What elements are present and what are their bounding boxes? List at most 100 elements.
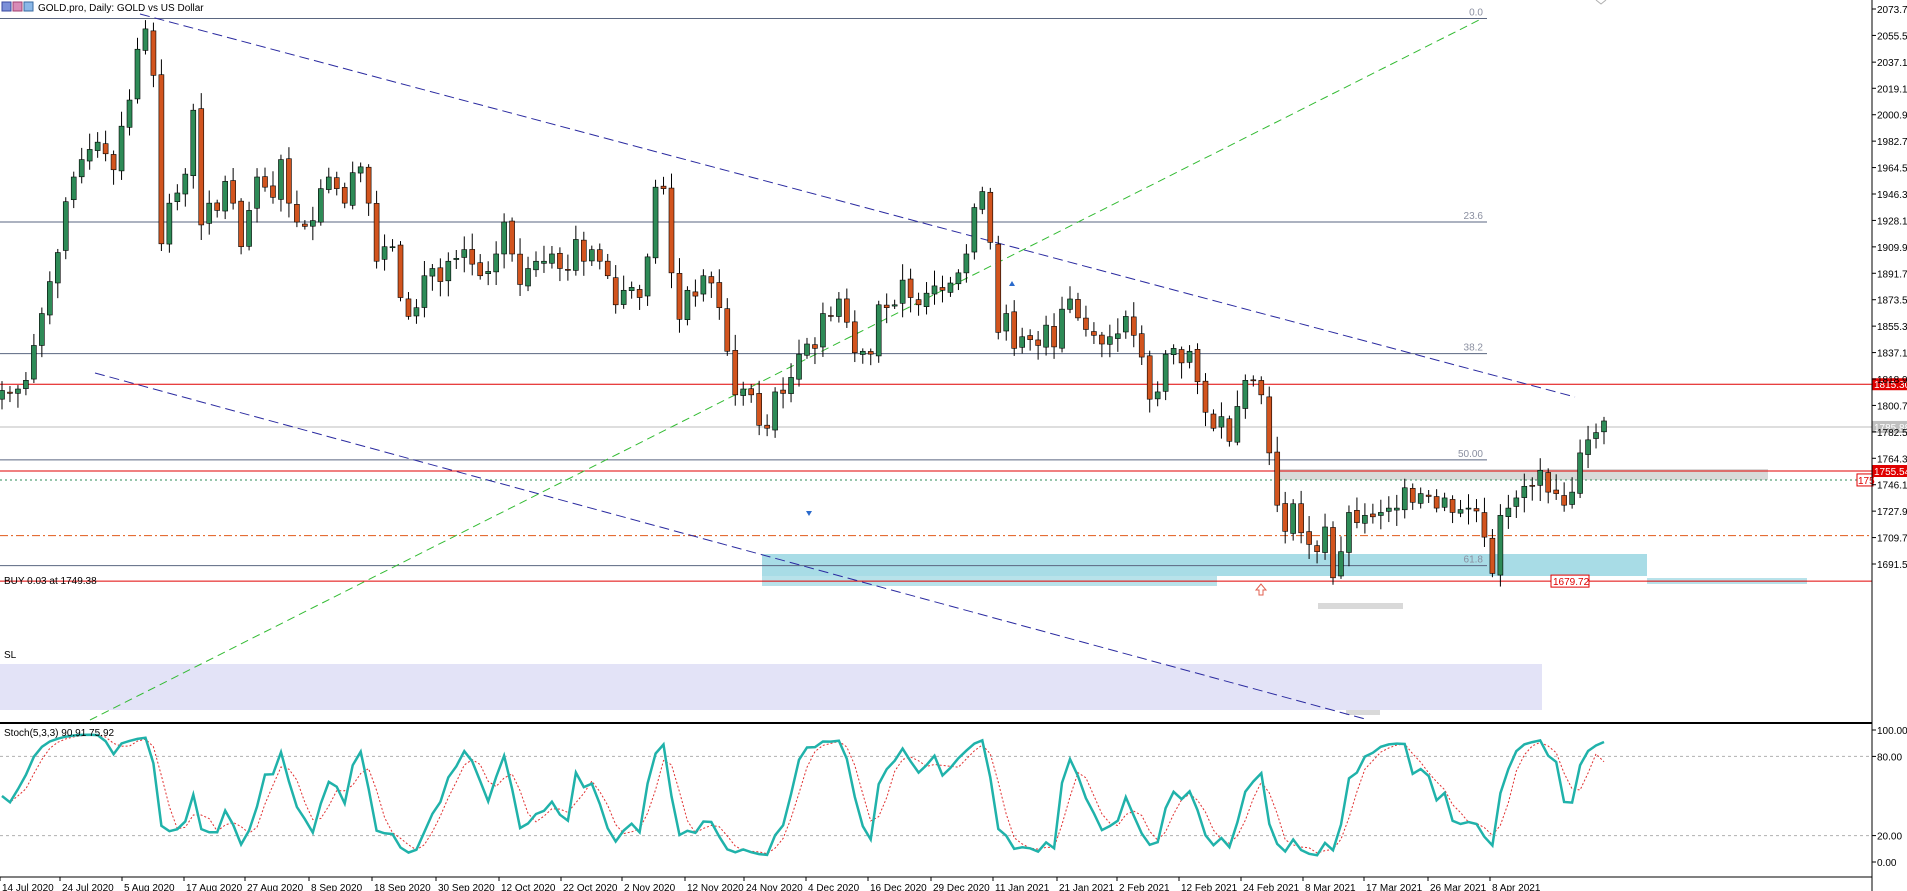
bear-candle [158, 74, 165, 245]
bear-candle [286, 158, 292, 204]
bear-candle [1409, 487, 1416, 503]
bear-candle [1449, 499, 1456, 513]
bull-candle [1386, 507, 1392, 512]
date-axis: 14 Jul 2020 24 Jul 2020 5 Aug 2020 17 Aug 2… [0, 877, 1541, 891]
grey-box-low [1318, 603, 1403, 609]
date-tick-label: 14 Jul 2020 [2, 883, 54, 891]
bull-candle [859, 350, 866, 355]
bear-candle [110, 154, 117, 171]
bear-candle [780, 389, 786, 394]
bear-candle [1561, 495, 1567, 506]
price-tick-label: 1837.10 [1877, 349, 1907, 360]
date-tick-label: 17 Aug 2020 [186, 883, 243, 891]
channel-upper-line [139, 13, 1576, 398]
bull-candle [700, 275, 707, 295]
fib-level-label: 0.0 [1469, 7, 1483, 18]
stoch-tick-labels: 100.00 80.00 20.00 0.00 [1872, 726, 1907, 869]
bull-candle [525, 268, 531, 287]
bull-candle [979, 191, 986, 210]
bull-candle [421, 275, 428, 308]
bear-candle [1210, 413, 1217, 429]
price-tick-label: 1764.30 [1877, 454, 1907, 465]
bear-candle [1250, 379, 1257, 382]
bull-candle [1059, 308, 1065, 349]
bear-candle [1202, 380, 1209, 413]
fib-level-label: 23.6 [1464, 211, 1484, 222]
price-tick-label: 1746.10 [1877, 481, 1907, 492]
bull-candle [836, 298, 842, 317]
bull-candle [923, 292, 930, 308]
bear-candle [708, 276, 715, 284]
bear-candle [1266, 396, 1273, 454]
bull-candle [644, 256, 651, 297]
bear-candle [1011, 311, 1018, 349]
sell-arrow-icon [806, 511, 812, 516]
date-tick-label: 22 Oct 2020 [563, 883, 618, 891]
bull-candle [620, 289, 627, 305]
chart-window-icon [1, 1, 12, 12]
bull-candle [0, 390, 5, 400]
bear-candle [1027, 335, 1033, 340]
fib-level-label: 61.8 [1464, 555, 1484, 566]
uptrend-line [89, 17, 1484, 721]
horizontal-levels: 1815.30 1755.54 1679.72 1785.88 175 [0, 378, 1907, 588]
stoch-tick-label: 100.00 [1877, 726, 1907, 737]
bear-candle [333, 177, 340, 189]
bear-candle [1138, 333, 1145, 358]
bull-candle [78, 159, 85, 178]
price-tick-label: 1818.90 [1877, 375, 1907, 386]
date-tick-label: 24 Jul 2020 [62, 883, 114, 891]
bear-candle [7, 391, 13, 394]
lavender-zone [0, 664, 1542, 710]
bear-candle [302, 223, 308, 227]
bear-candle [1553, 489, 1559, 494]
bull-candle [788, 377, 794, 394]
bear-candle [1035, 339, 1041, 346]
stoch-signal-line [1, 734, 1605, 855]
bull-candle [206, 202, 213, 224]
bear-candle [852, 321, 858, 354]
bull-candle [772, 391, 778, 431]
bear-candle [341, 187, 348, 204]
price-level-tag [1872, 420, 1907, 433]
top-right-arrow-icon [1595, 0, 1607, 5]
date-tick-label: 4 Dec 2020 [808, 883, 860, 891]
bull-candle [1043, 324, 1049, 348]
price-tick-label: 2055.50 [1877, 31, 1907, 42]
bull-candle [15, 388, 21, 394]
stoch-tick-label: 0.00 [1877, 858, 1897, 869]
bear-candle [1083, 317, 1089, 330]
bull-candle [278, 159, 284, 200]
price-axis[interactable]: 2073.70 2055.50 2037.10 2019.10 2000.90 1982.… [1871, 0, 1907, 891]
bull-candle [485, 271, 491, 274]
bear-candle [1473, 508, 1480, 512]
bear-candle [844, 298, 850, 323]
bear-candle [437, 267, 444, 282]
bull-candle [804, 343, 810, 356]
bear-candle [509, 220, 515, 255]
bull-candle [318, 188, 324, 223]
bull-candle [1497, 515, 1504, 576]
bull-candle [118, 125, 125, 172]
bear-candle [716, 282, 723, 309]
bear-candle [604, 260, 611, 277]
bear-candle [1274, 451, 1281, 506]
bull-candle [174, 192, 181, 202]
stoch-label: Stoch(5,3,3) 90.91 75.92 [4, 728, 115, 739]
date-tick-label: 29 Dec 2020 [933, 883, 990, 891]
bull-candle [628, 287, 635, 291]
bear-candle [756, 393, 762, 426]
bull-candle [588, 249, 595, 262]
bull-candle [1107, 336, 1113, 345]
bull-candle [493, 253, 499, 273]
bear-candle [867, 351, 874, 355]
bull-candle [349, 172, 356, 206]
bull-candle [533, 260, 539, 271]
price-tick-label: 2073.70 [1877, 5, 1907, 16]
bear-candle [1282, 503, 1288, 532]
date-tick-label: 12 Feb 2021 [1181, 883, 1238, 891]
bear-candle [596, 249, 603, 262]
bear-candle [373, 203, 380, 262]
bull-candle [1154, 391, 1161, 400]
